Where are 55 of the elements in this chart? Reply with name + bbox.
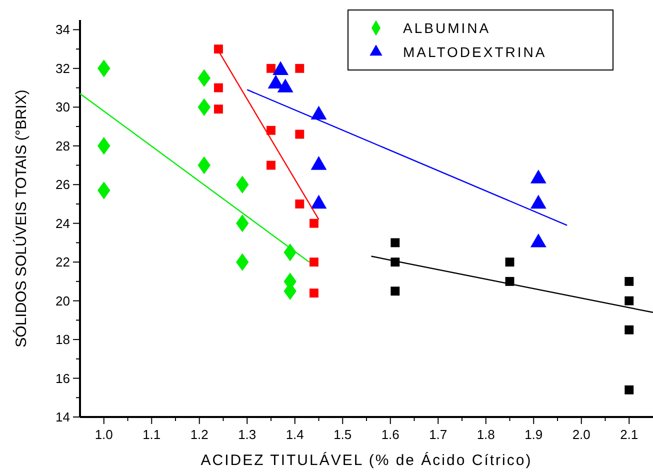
point	[505, 258, 514, 267]
y-tick-label: 32	[56, 60, 70, 76]
point	[214, 83, 223, 92]
y-tick-label: 28	[56, 138, 70, 154]
y-tick-label: 22	[56, 254, 70, 270]
point	[310, 218, 318, 228]
point	[236, 253, 249, 271]
point	[198, 98, 211, 116]
point	[98, 182, 110, 200]
y-tick-label: 30	[56, 100, 70, 115]
point	[310, 288, 318, 298]
point	[198, 156, 211, 174]
point	[295, 64, 304, 73]
point	[310, 258, 318, 267]
point	[198, 69, 211, 87]
point	[295, 130, 304, 139]
point	[98, 60, 110, 78]
y-axis-title: SÓLIDOS SOLÚVEIS TOTAIS (°BRIX)	[12, 90, 30, 348]
point	[214, 44, 223, 54]
legend-label: MALTODEXTRINA	[403, 44, 547, 60]
y-tick-label: 16	[56, 370, 70, 386]
x-tick-label: 1.1	[142, 427, 161, 442]
point	[624, 325, 634, 334]
point	[214, 104, 223, 114]
x-tick-label: 1.7	[429, 427, 448, 442]
point	[624, 276, 634, 286]
x-tick-label: 1.0	[94, 427, 113, 442]
point	[98, 137, 110, 155]
x-tick-label: 2.1	[620, 427, 638, 442]
x-tick-label: 1.3	[238, 427, 256, 442]
point	[266, 64, 276, 73]
point	[390, 286, 400, 296]
x-axis-title: ACIDEZ TITULÁVEL (% de Ácido Cítrico)	[200, 451, 532, 469]
point	[266, 126, 276, 135]
y-tick-label: 14	[56, 410, 70, 425]
x-tick-label: 1.4	[286, 427, 304, 442]
y-tick-label: 20	[56, 293, 70, 308]
point	[266, 160, 276, 170]
y-tick-label: 34	[56, 22, 70, 38]
x-tick-label: 1.5	[334, 427, 352, 442]
x-tick-label: 1.9	[524, 427, 543, 442]
x-tick-label: 1.8	[476, 427, 495, 442]
point	[295, 200, 304, 208]
y-tick-label: 26	[56, 177, 70, 192]
point	[624, 385, 634, 394]
x-tick-label: 1.2	[190, 427, 208, 442]
point	[390, 238, 400, 248]
point	[236, 214, 249, 232]
x-tick-label: 2.0	[572, 427, 590, 442]
point	[236, 176, 249, 194]
legend-label: ALBUMINA	[403, 20, 491, 36]
y-tick-label: 18	[56, 332, 70, 348]
x-tick-label: 1.6	[381, 427, 400, 442]
y-tick-label: 24	[56, 216, 70, 231]
point	[624, 296, 634, 306]
